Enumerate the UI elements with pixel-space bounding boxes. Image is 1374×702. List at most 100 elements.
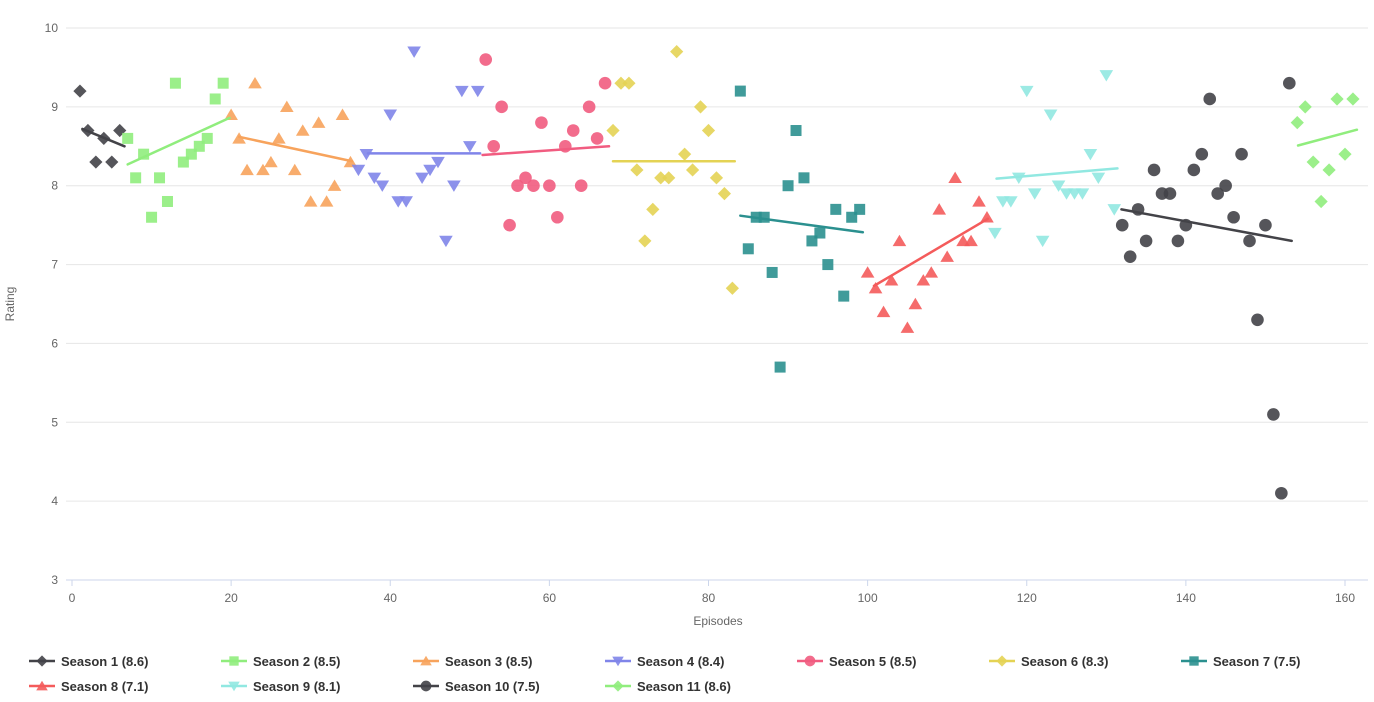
data-point xyxy=(1083,148,1098,161)
trend-line xyxy=(81,127,126,148)
data-point xyxy=(916,274,931,286)
data-point xyxy=(470,85,485,98)
data-point xyxy=(932,203,947,215)
data-point xyxy=(224,108,238,120)
legend-item-season-5[interactable]: Season 5 (8.5) xyxy=(796,650,916,672)
data-point xyxy=(495,100,508,114)
data-point xyxy=(996,655,1008,667)
x-axis-tick-labels: 0 20 40 60 80 100 120 140 160 xyxy=(69,591,1356,605)
data-point xyxy=(1099,70,1114,82)
x-tick-label: 100 xyxy=(858,591,878,605)
data-point xyxy=(351,164,366,177)
data-point xyxy=(161,195,173,207)
data-point xyxy=(229,656,239,666)
legend-item-season-4[interactable]: Season 4 (8.4) xyxy=(604,650,724,672)
data-point xyxy=(280,100,294,113)
legend-item-season-7[interactable]: Season 7 (7.5) xyxy=(1180,650,1300,672)
data-point xyxy=(217,77,229,89)
data-point xyxy=(487,139,500,153)
data-point xyxy=(830,203,842,215)
legend-item-season-2[interactable]: Season 2 (8.5) xyxy=(220,650,340,672)
legend-item-season-3[interactable]: Season 3 (8.5) xyxy=(412,650,532,672)
legend-item-label: Season 8 (7.1) xyxy=(61,678,149,694)
data-point xyxy=(1187,163,1201,177)
diamond-legend-icon xyxy=(989,655,1015,667)
y-tick-label: 3 xyxy=(51,573,58,587)
legend-item-label: Season 9 (8.1) xyxy=(253,678,341,694)
legend-item-season-11[interactable]: Season 11 (8.6) xyxy=(604,675,731,697)
legend-item-season-9[interactable]: Season 9 (8.1) xyxy=(220,675,340,697)
y-tick-label: 10 xyxy=(45,21,59,35)
data-point xyxy=(1267,408,1280,421)
data-point xyxy=(1227,210,1240,224)
y-axis-title: Rating xyxy=(3,287,17,322)
triangle-legend-icon xyxy=(29,680,55,691)
data-point xyxy=(638,234,652,248)
data-point xyxy=(566,124,580,137)
data-point xyxy=(646,202,660,216)
y-tick-label: 9 xyxy=(51,100,58,114)
data-point xyxy=(948,171,962,184)
circle-legend-icon xyxy=(797,655,823,667)
data-point xyxy=(582,100,596,114)
data-point xyxy=(272,132,286,144)
data-point xyxy=(415,172,429,185)
data-point xyxy=(876,305,891,318)
trend-lines-layer xyxy=(81,116,1359,288)
data-point xyxy=(1004,196,1018,208)
data-point xyxy=(1043,109,1058,121)
series-season-7 xyxy=(734,85,866,373)
data-point xyxy=(463,141,477,153)
series-season-11 xyxy=(1290,92,1360,209)
legend-item-season-1[interactable]: Season 1 (8.6) xyxy=(28,650,148,672)
data-point xyxy=(774,361,786,373)
data-point xyxy=(1203,92,1217,106)
series-season-4 xyxy=(351,46,485,248)
data-point xyxy=(399,196,413,208)
data-point xyxy=(551,210,564,224)
series-season-8 xyxy=(860,171,994,333)
data-point xyxy=(138,148,150,160)
data-points-layer xyxy=(73,45,1360,500)
data-point xyxy=(892,234,907,247)
circle-legend-icon xyxy=(413,680,439,692)
data-point xyxy=(1298,100,1312,114)
data-point xyxy=(1211,187,1224,200)
x-tick-label: 0 xyxy=(69,591,76,605)
data-point xyxy=(240,163,254,176)
data-point xyxy=(1322,163,1336,177)
data-point xyxy=(758,211,770,223)
data-point xyxy=(1283,76,1296,90)
data-point xyxy=(319,195,334,207)
data-point xyxy=(420,680,432,692)
data-point xyxy=(535,116,548,129)
data-point xyxy=(678,147,692,161)
data-point xyxy=(709,171,724,185)
data-point xyxy=(420,655,432,666)
legend-item-season-10[interactable]: Season 10 (7.5) xyxy=(412,675,540,697)
data-point xyxy=(1171,234,1185,248)
trend-line xyxy=(1296,128,1359,147)
data-point xyxy=(122,132,134,144)
data-point xyxy=(169,77,181,89)
trend-line xyxy=(1120,208,1293,243)
data-point xyxy=(36,655,48,667)
data-point xyxy=(311,116,326,128)
chart-legend: Season 1 (8.6) Season 2 (8.5) Season 3 (8.… xyxy=(0,650,1374,702)
data-point xyxy=(734,85,746,97)
data-point xyxy=(1338,147,1352,161)
legend-item-season-8[interactable]: Season 8 (7.1) xyxy=(28,675,148,697)
data-point xyxy=(846,211,858,223)
data-point xyxy=(335,108,350,120)
data-point xyxy=(1346,92,1360,106)
legend-item-season-6[interactable]: Season 6 (8.3) xyxy=(988,650,1108,672)
data-point xyxy=(1107,204,1122,216)
legend-item-label: Season 6 (8.3) xyxy=(1021,653,1109,669)
data-point xyxy=(1091,172,1106,185)
trend-line xyxy=(995,167,1119,180)
legend-item-label: Season 4 (8.4) xyxy=(637,653,725,669)
trend-line xyxy=(739,214,865,234)
data-point xyxy=(1147,163,1161,177)
data-point xyxy=(519,171,532,185)
legend-item-label: Season 7 (7.5) xyxy=(1213,653,1301,669)
